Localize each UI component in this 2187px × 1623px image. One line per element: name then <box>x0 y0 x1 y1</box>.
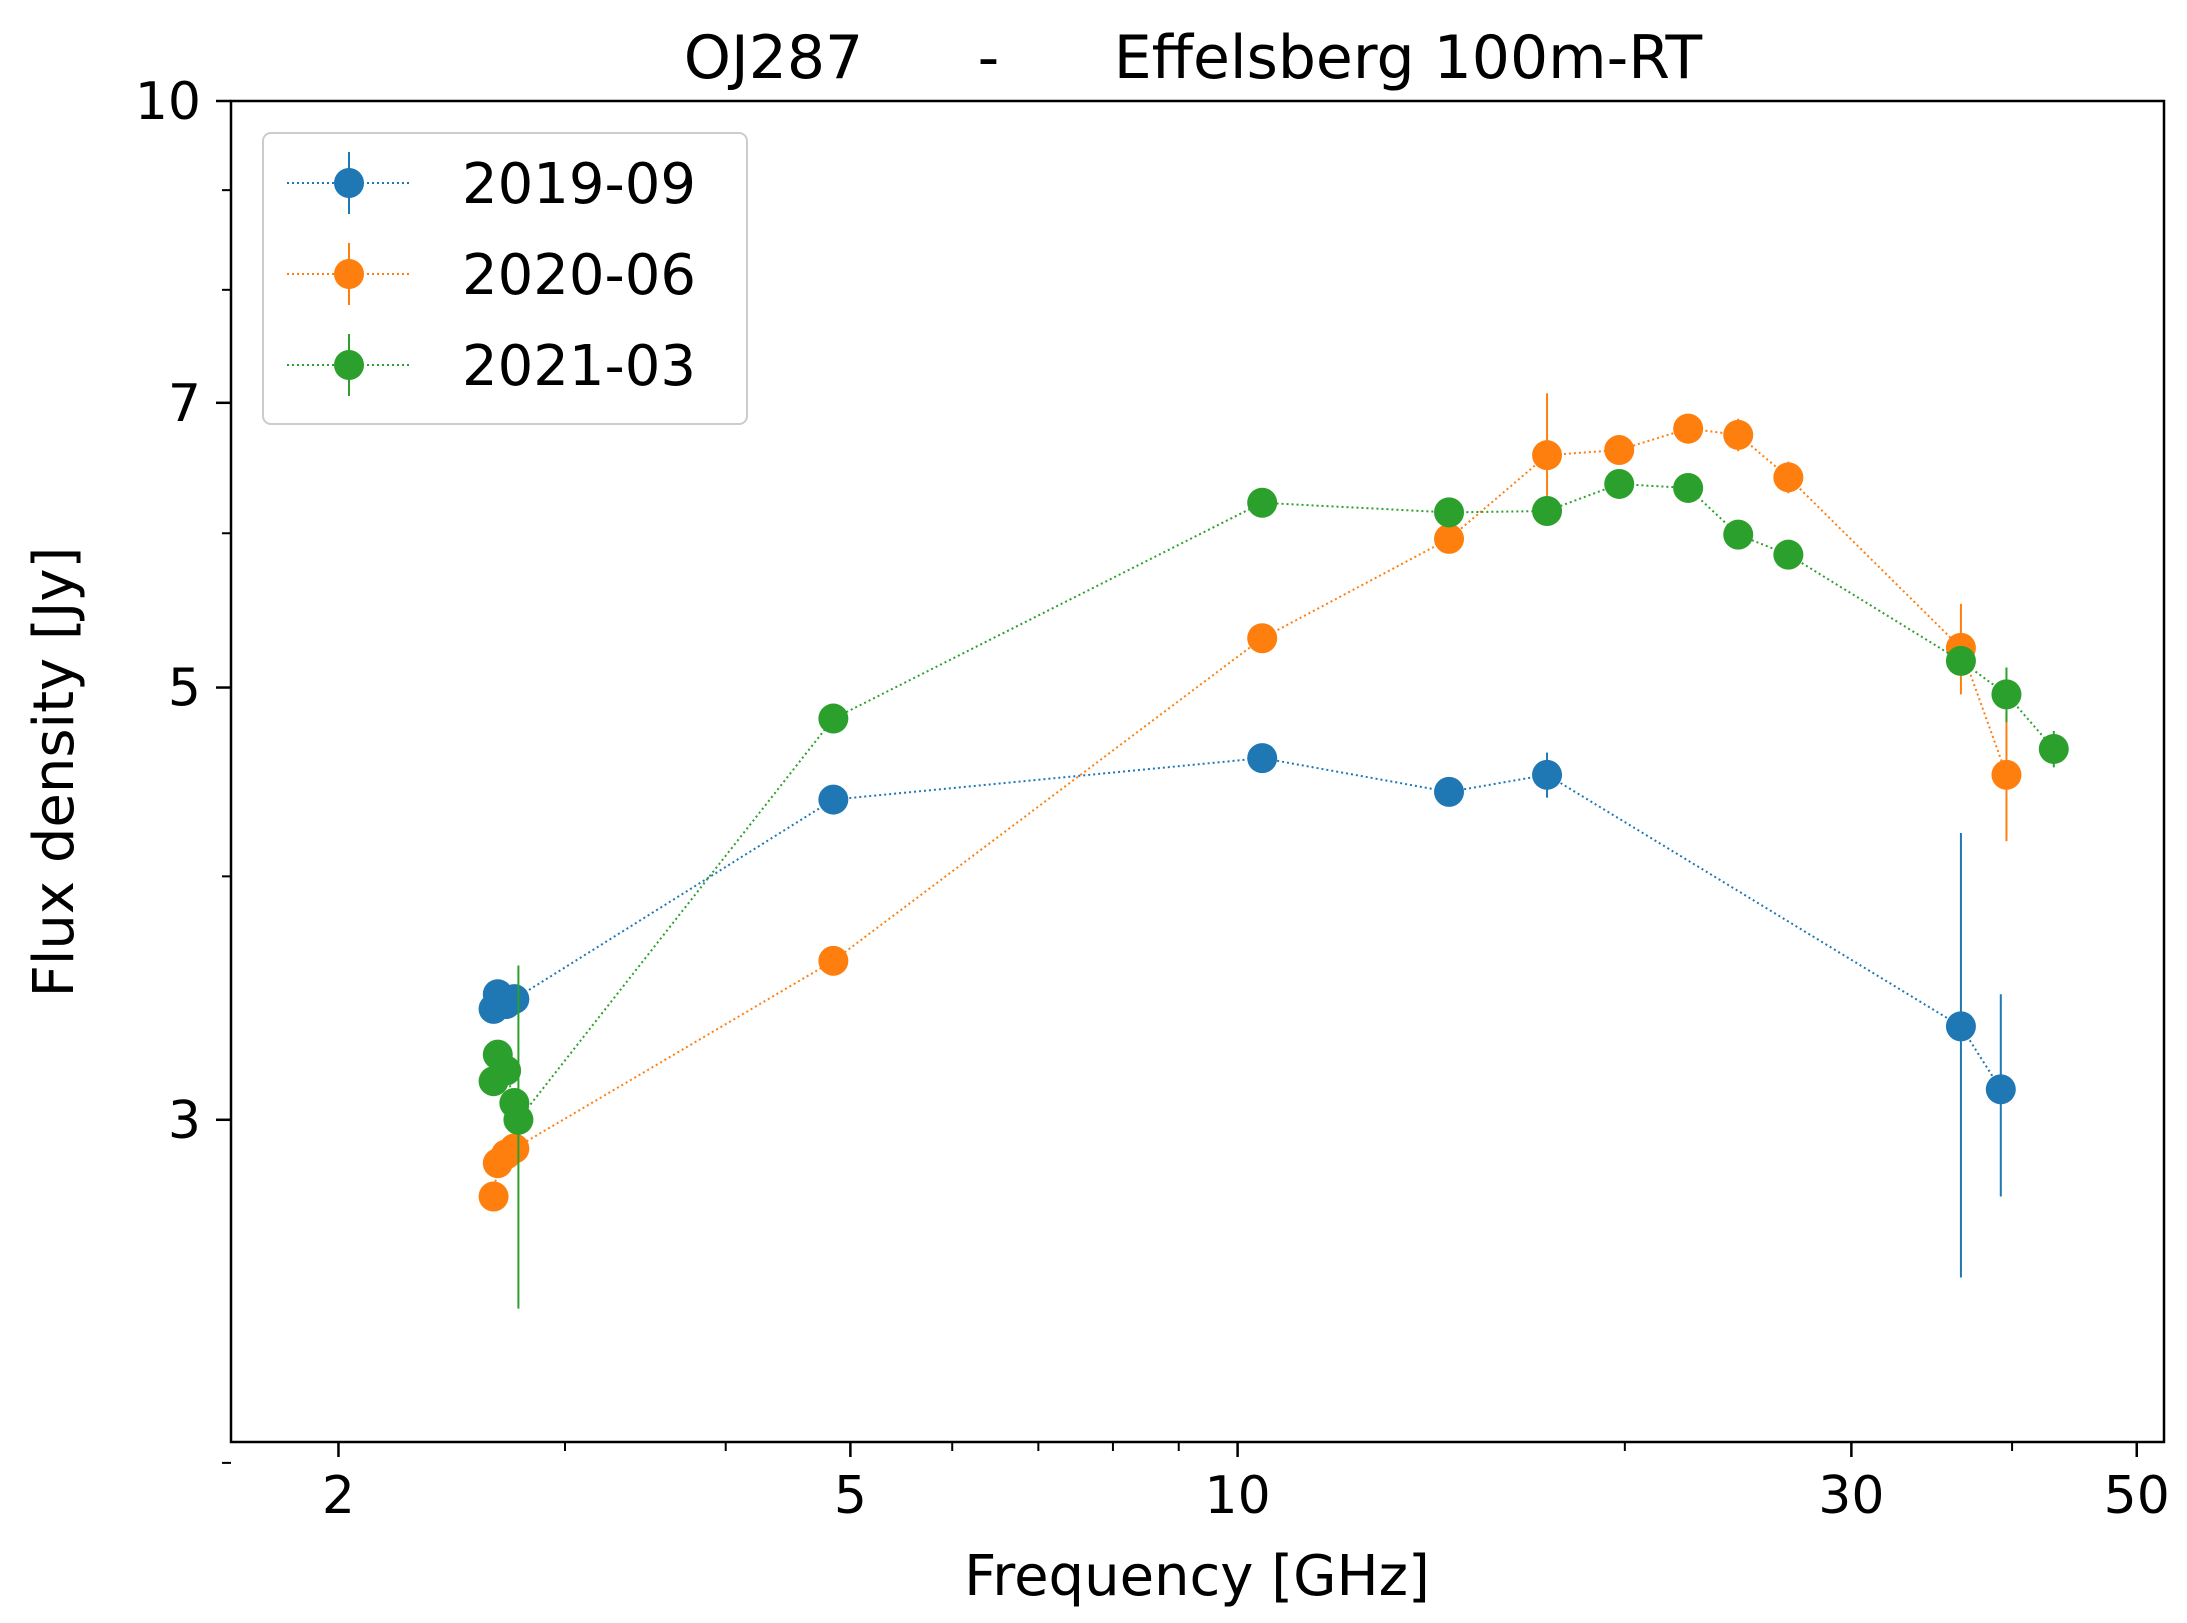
legend-marker <box>334 350 364 380</box>
y-tick-label: 7 <box>168 374 201 434</box>
legend-label: 2020-06 <box>462 243 696 308</box>
data-point <box>1673 413 1704 444</box>
plot-series <box>478 393 2069 1309</box>
data-point <box>1991 679 2022 710</box>
x-tick-label: 30 <box>1818 1466 1884 1526</box>
legend-item: 2019-09 <box>287 152 696 217</box>
x-axis: 2 5 10 30 50 <box>322 1442 2170 1526</box>
data-point <box>1945 645 1976 676</box>
x-tick-label: 2 <box>322 1466 355 1526</box>
data-point <box>1247 487 1278 518</box>
data-point <box>1532 440 1563 471</box>
y-axis-label: Flux density [Jy] <box>22 547 87 998</box>
plot-area-frame <box>229 99 2166 1444</box>
legend-label: 2019-09 <box>462 152 696 217</box>
data-point <box>2038 733 2069 764</box>
x-axis-label: Frequency [GHz] <box>964 1544 1430 1609</box>
data-point <box>818 945 849 976</box>
x-tick-label: 10 <box>1205 1466 1271 1526</box>
chart-title: OJ287 - Effelsberg 100m-RT <box>684 23 1703 93</box>
legend: 2019-09 2020-06 2021-03 <box>262 132 748 425</box>
data-point <box>1773 539 1804 570</box>
y-axis: 3 5 7 10 <box>135 72 231 1464</box>
data-point <box>1991 759 2022 790</box>
data-point <box>478 1181 509 1212</box>
data-point <box>1434 523 1465 554</box>
legend-marker <box>334 259 364 289</box>
data-point <box>1532 495 1563 526</box>
series-line <box>492 757 2002 1090</box>
data-point <box>1673 472 1704 503</box>
data-point <box>1604 468 1635 499</box>
series-2021-03 <box>478 468 2069 1309</box>
data-point <box>1247 743 1278 774</box>
data-point <box>818 784 849 815</box>
data-point <box>818 703 849 734</box>
data-point <box>1434 776 1465 807</box>
data-point <box>1723 519 1754 550</box>
data-point <box>1945 1011 1976 1042</box>
data-point <box>1247 623 1278 654</box>
data-point <box>499 1133 530 1164</box>
legend-label: 2021-03 <box>462 334 696 399</box>
legend-item: 2021-03 <box>287 334 696 399</box>
data-point <box>1985 1074 2016 1105</box>
y-tick-label: 5 <box>168 659 201 719</box>
legend-item: 2020-06 <box>287 243 696 308</box>
data-point <box>1604 435 1635 466</box>
data-point <box>491 1055 522 1086</box>
data-point <box>1434 497 1465 528</box>
y-tick-label: 3 <box>168 1091 201 1151</box>
data-point <box>1773 462 1804 493</box>
series-line <box>492 482 2055 1123</box>
series-2020-06 <box>478 393 2022 1212</box>
data-point <box>503 1104 534 1135</box>
series-2019-09 <box>478 743 2016 1278</box>
data-point <box>1723 419 1754 450</box>
x-tick-label: 5 <box>834 1466 867 1526</box>
y-tick-label: 10 <box>135 72 201 132</box>
data-point <box>499 984 530 1015</box>
legend-marker <box>334 168 364 198</box>
legend-frame <box>262 132 748 425</box>
x-tick-label: 50 <box>2104 1466 2170 1526</box>
data-point <box>1532 759 1563 790</box>
